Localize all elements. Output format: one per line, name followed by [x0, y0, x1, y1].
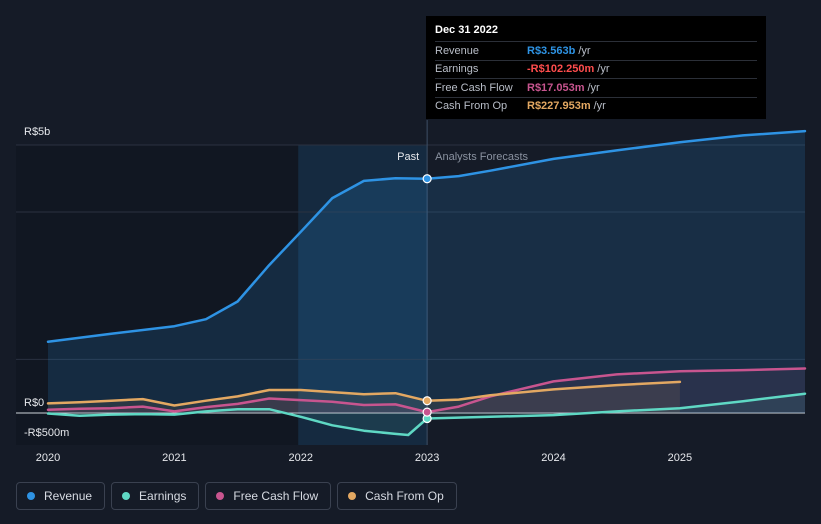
legend-item-cash-from-op[interactable]: Cash From Op [337, 482, 457, 510]
tooltip-value: R$227.953m [527, 100, 591, 113]
legend-item-earnings[interactable]: Earnings [111, 482, 200, 510]
hover-markers [422, 174, 432, 424]
tooltip-row-cash-from-op: Cash From Op R$227.953m /yr [435, 96, 757, 116]
tooltip-value: -R$102.250m [527, 63, 595, 76]
line-cash-from-op [46, 380, 682, 407]
y-tick-label: R$0 [24, 397, 44, 409]
y-tick-label: -R$500m [24, 427, 69, 439]
y-tick-label: R$5b [24, 126, 50, 138]
marker-revenue [422, 174, 432, 184]
x-tick-label: 2021 [162, 452, 186, 464]
line-revenue [46, 129, 807, 343]
x-tick-label: 2020 [36, 452, 60, 464]
tooltip: Dec 31 2022 Revenue R$3.563b /yr Earning… [426, 16, 766, 119]
line-free-cash-flow [46, 367, 807, 414]
series-lines [46, 129, 807, 437]
legend-item-revenue[interactable]: Revenue [16, 482, 106, 510]
marker-cash-from-op [422, 396, 432, 406]
legend-label: Cash From Op [365, 489, 444, 503]
legend-label: Free Cash Flow [233, 489, 319, 503]
line-earnings [46, 392, 807, 437]
past-label: Past [397, 151, 419, 163]
chart-background [16, 145, 428, 445]
marker-free-cash-flow [422, 407, 432, 417]
x-tick-label: 2025 [668, 452, 692, 464]
tooltip-row-earnings: Earnings -R$102.250m /yr [435, 59, 757, 79]
tooltip-unit: /yr [578, 44, 591, 57]
tooltip-value: R$3.563b [527, 44, 576, 57]
legend-dot-icon [122, 492, 131, 500]
tooltip-row-revenue: Revenue R$3.563b /yr [435, 41, 757, 60]
tooltip-unit: /yr [593, 100, 606, 113]
legend-item-free-cash-flow[interactable]: Free Cash Flow [205, 482, 332, 510]
axis-labels: R$5b R$0 -R$500m 2020 2021 2022 2023 2024 2025 Pa… [24, 126, 692, 464]
tooltip-unit: /yr [587, 81, 600, 94]
tooltip-unit: /yr [597, 63, 610, 76]
tooltip-row-free-cash-flow: Free Cash Flow R$17.053m /yr [435, 78, 757, 97]
area-cash-from-op [48, 381, 680, 413]
legend-label: Revenue [44, 489, 93, 503]
tooltip-label: Revenue [435, 44, 480, 57]
tooltip-label: Earnings [435, 63, 479, 76]
legend-label: Earnings [139, 489, 187, 503]
x-tick-label: 2024 [541, 452, 565, 464]
tooltip-label: Free Cash Flow [435, 81, 513, 94]
legend-dot-icon [348, 492, 357, 500]
area-revenue [48, 131, 805, 413]
legend-dot-icon [216, 492, 225, 500]
x-tick-label: 2022 [289, 452, 313, 464]
tooltip-date: Dec 31 2022 [435, 24, 498, 36]
forecast-label: Analysts Forecasts [435, 151, 528, 163]
x-tick-label: 2023 [415, 452, 439, 464]
area-free-cash-flow [48, 368, 805, 413]
legend: Revenue Earnings Free Cash Flow Cash Fro… [16, 482, 457, 512]
legend-dot-icon [27, 492, 35, 500]
tooltip-label: Cash From Op [435, 100, 508, 113]
tooltip-value: R$17.053m [527, 81, 585, 94]
